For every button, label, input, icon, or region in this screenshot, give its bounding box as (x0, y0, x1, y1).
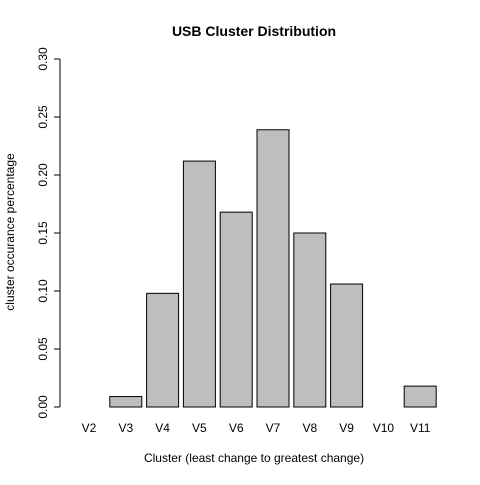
x-tick-label: V4 (155, 421, 170, 435)
y-tick-label: 0.10 (36, 279, 50, 303)
y-tick-label: 0.20 (36, 163, 50, 187)
x-axis-label: Cluster (least change to greatest change… (144, 451, 364, 465)
x-tick-label: V5 (192, 421, 207, 435)
x-tick-label: V9 (339, 421, 354, 435)
chart-title: USB Cluster Distribution (172, 23, 336, 39)
x-tick-label: V6 (229, 421, 244, 435)
x-tick-label: V11 (410, 421, 431, 435)
bar-v5 (182, 160, 216, 408)
bar-v3 (109, 396, 143, 408)
y-axis-label: cluster occurance percentage (3, 153, 17, 311)
x-tick-label: V3 (118, 421, 133, 435)
x-tick-labels: V2 V3 V4 V5 V6 V7 V8 V9 V10 V11 (82, 421, 431, 435)
bars-group (109, 129, 437, 408)
x-tick-label: V10 (373, 421, 395, 435)
bar-v4 (146, 292, 180, 408)
y-tick-label: 0.05 (36, 337, 50, 361)
bar-v9 (330, 283, 364, 408)
bar-v11 (403, 385, 437, 408)
y-axis: 0.00 0.05 0.10 0.15 0.20 0.25 0.30 (36, 47, 61, 419)
x-tick-label: V7 (266, 421, 281, 435)
x-tick-label: V8 (302, 421, 317, 435)
y-tick-label: 0.15 (36, 221, 50, 245)
bar-v7 (256, 129, 290, 408)
x-tick-label: V2 (82, 421, 97, 435)
y-tick-label: 0.00 (36, 395, 50, 419)
y-tick-label: 0.30 (36, 47, 50, 71)
bar-v8 (293, 232, 327, 408)
bar-v6 (219, 211, 253, 408)
y-tick-label: 0.25 (36, 105, 50, 129)
